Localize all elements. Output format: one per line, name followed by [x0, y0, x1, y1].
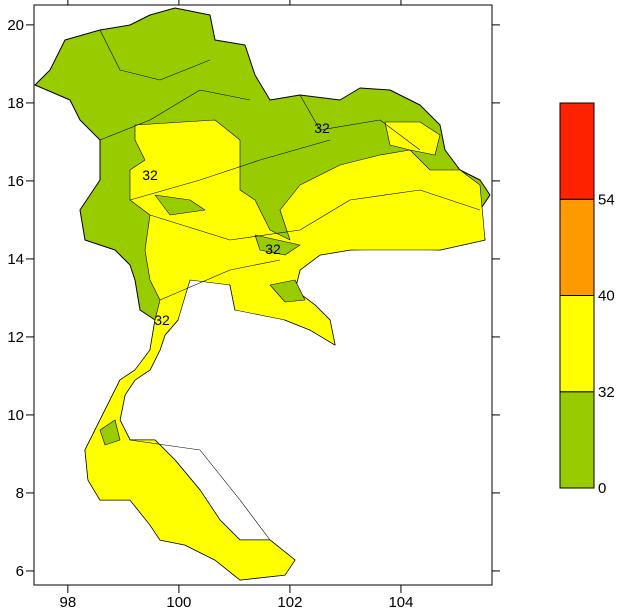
map-frame: [33, 4, 493, 586]
province-borders: [99, 29, 481, 541]
y-tick-label: 18: [7, 95, 24, 112]
colorbar-label: 32: [598, 384, 615, 401]
colorbar-bin: [559, 102, 595, 200]
colorbar-bin: [559, 295, 595, 393]
colorbar-label: 40: [598, 288, 615, 305]
y-tick-label: 14: [7, 251, 24, 268]
y-tick-label: 20: [7, 17, 24, 34]
colorbar-label: 54: [598, 191, 615, 208]
land-green: [99, 194, 306, 446]
y-tick-label: 16: [7, 173, 24, 190]
contour-label: 32: [142, 167, 158, 183]
contour-label: 32: [154, 312, 170, 328]
x-tick-label: 98: [60, 594, 77, 610]
map-region: [34, 7, 491, 581]
colorbar-label: 0: [598, 480, 606, 497]
colorbar-bin: [559, 198, 595, 296]
x-tick-label: 102: [277, 594, 302, 610]
y-tick-label: 10: [7, 407, 24, 424]
y-tick-label: 6: [16, 563, 24, 580]
contour-label: 32: [265, 241, 281, 257]
contour-label: 32: [314, 120, 330, 136]
colorbar-bin: [559, 391, 595, 489]
x-tick-label: 100: [166, 594, 191, 610]
y-tick-label: 8: [16, 485, 24, 502]
land-yellow: [384, 121, 441, 156]
y-tick-label: 12: [7, 329, 24, 346]
land-yellow: [84, 119, 486, 581]
x-tick-label: 104: [388, 594, 413, 610]
